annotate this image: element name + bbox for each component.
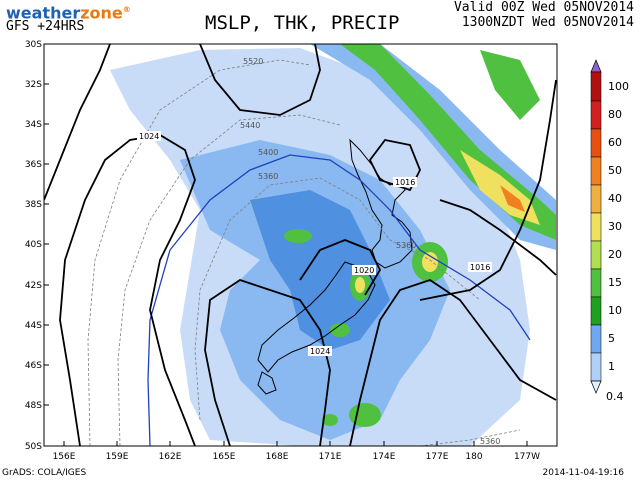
lat-label: 36S xyxy=(25,160,42,170)
precip-yellow-blob xyxy=(355,277,365,293)
isobar-2 xyxy=(59,134,196,446)
lat-label: 42S xyxy=(25,281,42,291)
isobar-6 xyxy=(419,79,557,301)
precip-green-blob1 xyxy=(284,229,312,243)
colorbar-label: 1 xyxy=(608,360,615,373)
colorbar-bottom-arrow xyxy=(590,380,602,394)
thickness-5440 xyxy=(117,114,341,446)
thickness-label: 5360 xyxy=(258,172,278,181)
colorbar-label: 10 xyxy=(608,304,622,317)
lat-label: 30S xyxy=(25,40,42,50)
colorbar-swatch xyxy=(590,268,602,298)
isobar-label-group: 1024 1016 1020 1016 1024 xyxy=(137,131,492,356)
thickness-5400 xyxy=(147,154,531,446)
mslp-isobars xyxy=(44,44,557,446)
thickness-label: 5520 xyxy=(243,57,263,66)
lon-label: 156E xyxy=(53,452,76,462)
lon-label: 171E xyxy=(319,452,342,462)
valid-time: Valid 00Z Wed 05NOV2014 1300NZDT Wed 05N… xyxy=(454,0,634,30)
map-frame xyxy=(43,43,558,447)
colorbar-label: 60 xyxy=(608,136,622,149)
lon-label: 162E xyxy=(159,452,182,462)
valid-time-local: 1300NZDT Wed 05NOV2014 xyxy=(461,15,634,30)
colorbar-swatch xyxy=(590,324,602,354)
lon-label: 165E xyxy=(213,452,236,462)
isobar-5 xyxy=(349,279,557,446)
lon-label: 159E xyxy=(106,452,129,462)
lat-label: 50S xyxy=(25,442,42,452)
generated-timestamp: 2014-11-04-19:16 xyxy=(542,468,625,478)
lat-label: 44S xyxy=(25,321,42,331)
lat-axis: 30S 32S 34S 36S 38S 40S 42S 44S 46S 48S … xyxy=(25,40,42,452)
colorbar-swatch xyxy=(590,184,602,214)
isobar-label: 1024 xyxy=(310,347,330,356)
precip-green-ne xyxy=(480,50,540,120)
lat-label: 38S xyxy=(25,200,42,210)
colorbar-label: 100 xyxy=(608,80,629,93)
isobar-label: 1016 xyxy=(395,178,415,187)
colorbar-swatch xyxy=(590,212,602,242)
lat-label: 32S xyxy=(25,80,42,90)
colorbar-label: 30 xyxy=(608,220,622,233)
precip-yellow-blob2 xyxy=(422,252,438,272)
precip-green-blob6 xyxy=(322,414,338,426)
weatherzone-logo: weatherzone® xyxy=(6,3,131,23)
isobar-3 xyxy=(199,44,321,116)
lat-label: 48S xyxy=(25,401,42,411)
colorbar-label: 0.4 xyxy=(606,390,624,403)
thickness-label: 5400 xyxy=(258,148,278,157)
grads-credit: GrADS: COLA/IGES xyxy=(2,468,87,478)
colorbar-swatch xyxy=(590,128,602,158)
isobar-label: 1016 xyxy=(470,263,490,272)
isobar-label: 1020 xyxy=(354,266,374,275)
south-island xyxy=(257,261,376,373)
lon-label: 174E xyxy=(373,452,396,462)
thickness-5360 xyxy=(194,177,481,421)
colorbar: 100 80 60 50 40 30 20 15 10 5 1 0.4 xyxy=(590,59,629,403)
isobar-label: 1024 xyxy=(139,132,159,141)
precip-max xyxy=(500,185,525,212)
stewart-island xyxy=(257,371,277,395)
lon-label: 168E xyxy=(266,452,289,462)
model-label: GFS +24HRS xyxy=(6,19,85,34)
lat-label: 34S xyxy=(25,120,42,130)
lon-axis: 156E 159E 162E 165E 168E 171E 174E 177E … xyxy=(53,452,541,462)
lon-label: 177W xyxy=(514,452,540,462)
isobar-7 xyxy=(439,199,557,276)
precip-shading xyxy=(110,44,556,446)
lat-label: 40S xyxy=(25,240,42,250)
isobar-1 xyxy=(44,44,111,201)
chart-title: MSLP, THK, PRECIP xyxy=(205,12,400,34)
lon-label: 180 xyxy=(465,452,482,462)
colorbar-swatch xyxy=(590,240,602,270)
colorbar-label: 40 xyxy=(608,192,622,205)
thickness-label: 5440 xyxy=(240,121,260,130)
precip-green-blob4 xyxy=(330,323,350,337)
lon-label: 177E xyxy=(426,452,449,462)
colorbar-swatch xyxy=(590,296,602,326)
thickness-label-group: 5520 5440 5400 5360 5360 5360 xyxy=(240,57,500,446)
lat-label: 46S xyxy=(25,361,42,371)
colorbar-label: 15 xyxy=(608,276,622,289)
valid-time-utc: Valid 00Z Wed 05NOV2014 xyxy=(453,0,634,15)
colorbar-swatch xyxy=(590,156,602,186)
thickness-5520 xyxy=(87,59,311,446)
colorbar-swatch xyxy=(590,352,602,382)
thickness-label: 5360 xyxy=(396,241,416,250)
isobar-4 xyxy=(204,279,331,446)
precip-green-blob5 xyxy=(349,403,381,427)
precip-moderate xyxy=(250,190,390,350)
colorbar-label: 80 xyxy=(608,108,622,121)
colorbar-label: 5 xyxy=(608,332,615,345)
isobar-low xyxy=(368,139,421,192)
colorbar-label: 20 xyxy=(608,248,622,261)
colorbar-top-arrow xyxy=(590,59,602,73)
colorbar-swatch xyxy=(590,100,602,130)
isobar-8 xyxy=(299,239,382,296)
colorbar-label: 50 xyxy=(608,164,622,177)
thickness-label: 5360 xyxy=(480,437,500,446)
colorbar-swatch xyxy=(590,71,602,102)
